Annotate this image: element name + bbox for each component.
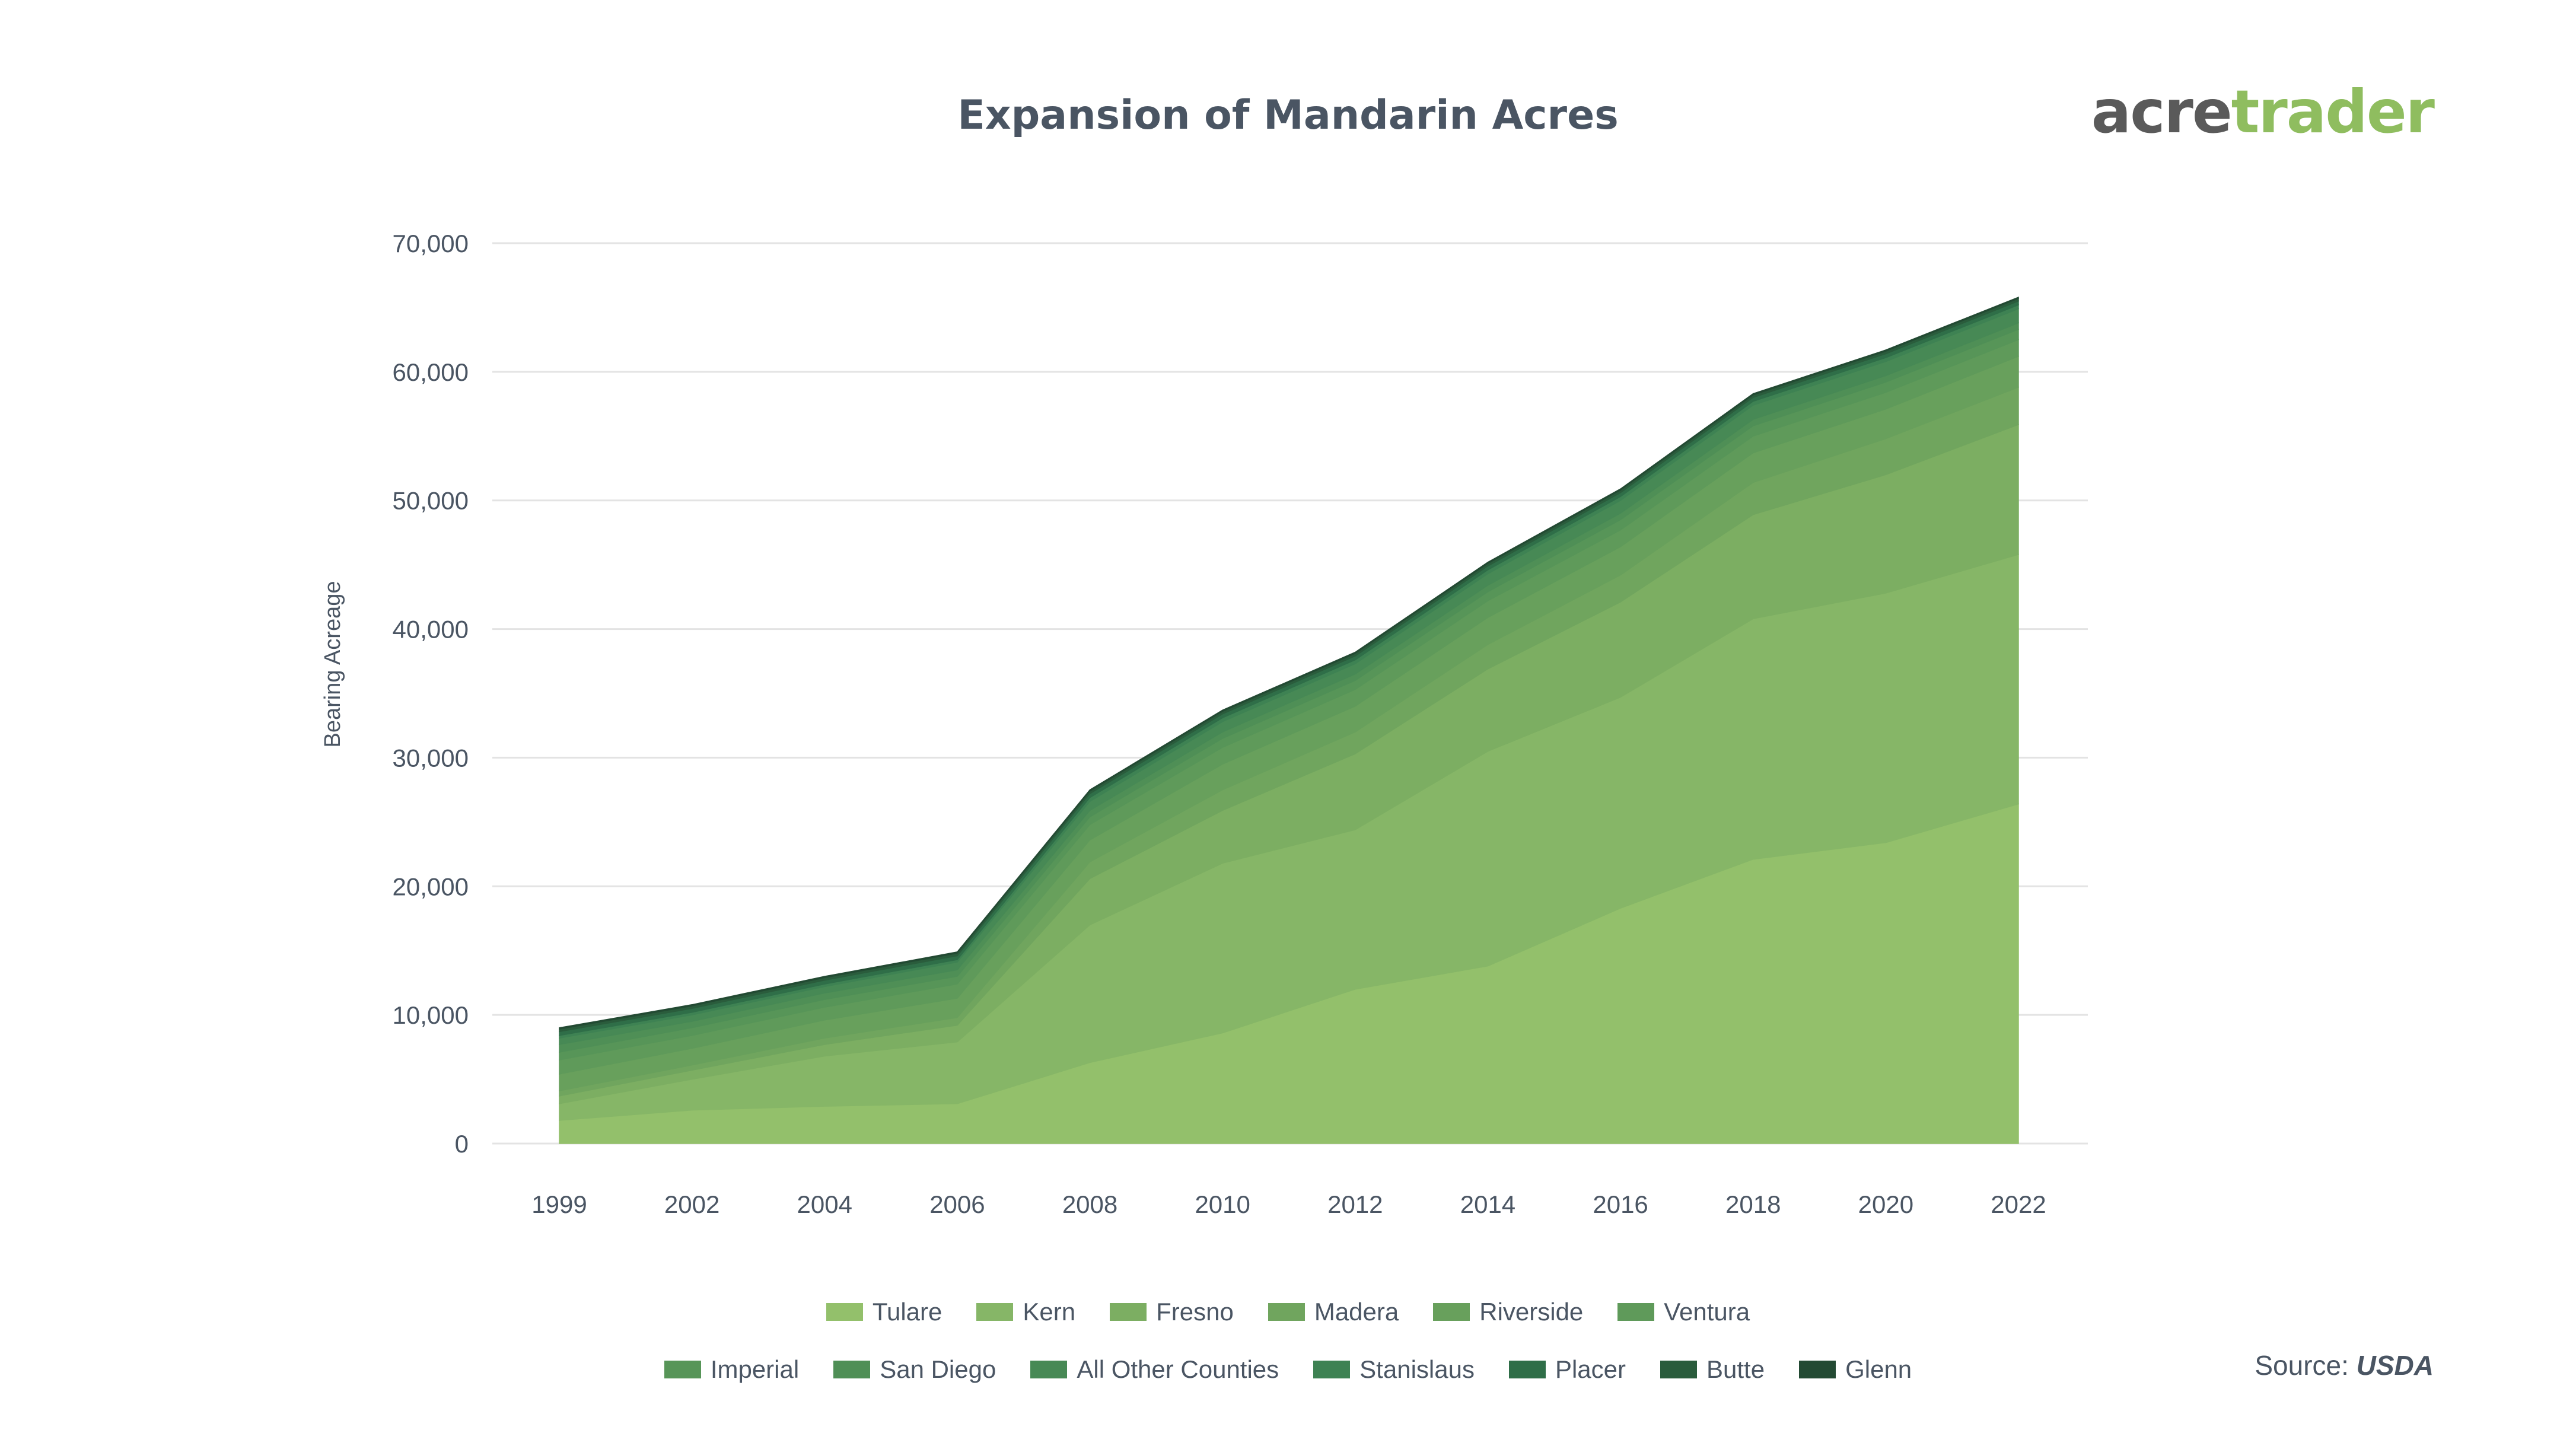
legend-label: Stanislaus <box>1359 1355 1475 1383</box>
x-tick-label: 2002 <box>664 1190 719 1218</box>
legend-item: All Other Counties <box>1030 1355 1279 1384</box>
legend-item: Ventura <box>1617 1298 1750 1326</box>
legend-swatch <box>1030 1361 1068 1378</box>
legend-row-2: Imperial San Diego All Other Counties Stani… <box>0 1355 2576 1384</box>
y-tick-label: 40,000 <box>393 616 469 644</box>
logo-part-acre: acre <box>2091 77 2233 147</box>
legend-item: Imperial <box>664 1355 799 1384</box>
acretrader-logo: acretrader <box>2091 77 2435 147</box>
legend-label: Butte <box>1706 1355 1765 1383</box>
y-tick-label: 60,000 <box>393 358 469 386</box>
chart-title: Expansion of Mandarin Acres <box>957 92 1619 139</box>
logo-part-trader: trader <box>2231 77 2435 147</box>
y-tick-label: 70,000 <box>393 230 469 257</box>
x-tick-label: 2018 <box>1725 1190 1781 1218</box>
x-tick-label: 2016 <box>1593 1190 1648 1218</box>
source-note: Source: USDA <box>2255 1349 2434 1381</box>
x-tick-label: 2022 <box>1991 1190 2046 1218</box>
x-tick-label: 2006 <box>929 1190 985 1218</box>
y-axis-label: Bearing Acreage <box>320 581 345 748</box>
legend-item: Glenn <box>1799 1355 1912 1384</box>
x-tick-label: 2004 <box>797 1190 852 1218</box>
legend-swatch <box>664 1361 701 1378</box>
legend-item: Riverside <box>1433 1298 1583 1326</box>
source-label: Source: <box>2255 1350 2349 1381</box>
y-tick-label: 20,000 <box>393 872 469 900</box>
legend-swatch <box>1799 1361 1836 1378</box>
x-tick-label: 2008 <box>1062 1190 1117 1218</box>
x-tick-label: 2012 <box>1327 1190 1383 1218</box>
x-tick-label: 2010 <box>1195 1190 1250 1218</box>
legend-label: Fresno <box>1156 1298 1234 1326</box>
legend-swatch <box>826 1303 863 1321</box>
legend-swatch <box>833 1361 871 1378</box>
y-tick-label: 50,000 <box>393 487 469 515</box>
legend-item: Madera <box>1268 1298 1399 1326</box>
legend-swatch <box>1508 1361 1546 1378</box>
legend-item: Placer <box>1508 1355 1626 1384</box>
legend-label: Imperial <box>710 1355 800 1383</box>
legend-swatch <box>1660 1361 1698 1378</box>
legend-label: Kern <box>1023 1298 1076 1326</box>
legend-item: San Diego <box>833 1355 996 1384</box>
legend-label: Riverside <box>1479 1298 1584 1326</box>
x-tick-label: 2020 <box>1858 1190 1913 1218</box>
x-tick-label: 2014 <box>1460 1190 1515 1218</box>
legend-swatch <box>1617 1303 1655 1321</box>
legend-swatch <box>1268 1303 1305 1321</box>
x-tick-label: 1999 <box>531 1190 587 1218</box>
legend-item: Kern <box>976 1298 1075 1326</box>
legend-item: Fresno <box>1110 1298 1234 1326</box>
y-tick-label: 0 <box>455 1130 469 1158</box>
legend-label: Madera <box>1314 1298 1399 1326</box>
legend-item: Butte <box>1660 1355 1765 1384</box>
legend-label: San Diego <box>880 1355 996 1383</box>
legend-item: Stanislaus <box>1313 1355 1475 1384</box>
legend-swatch <box>1433 1303 1470 1321</box>
area-series-glenn <box>559 296 2019 1030</box>
legend-label: All Other Counties <box>1077 1355 1279 1383</box>
legend-swatch <box>1313 1361 1351 1378</box>
legend-label: Ventura <box>1664 1298 1750 1326</box>
legend-swatch <box>976 1303 1014 1321</box>
legend-label: Placer <box>1555 1355 1626 1383</box>
legend-label: Tulare <box>872 1298 942 1326</box>
legend-label: Glenn <box>1845 1355 1912 1383</box>
y-tick-label: 10,000 <box>393 1001 469 1029</box>
legend-item: Tulare <box>826 1298 942 1326</box>
source-value: USDA <box>2356 1350 2434 1381</box>
legend-row-1: Tulare Kern Fresno Madera Riverside Ventura <box>0 1298 2576 1326</box>
legend-swatch <box>1110 1303 1147 1321</box>
y-tick-label: 30,000 <box>393 744 469 772</box>
